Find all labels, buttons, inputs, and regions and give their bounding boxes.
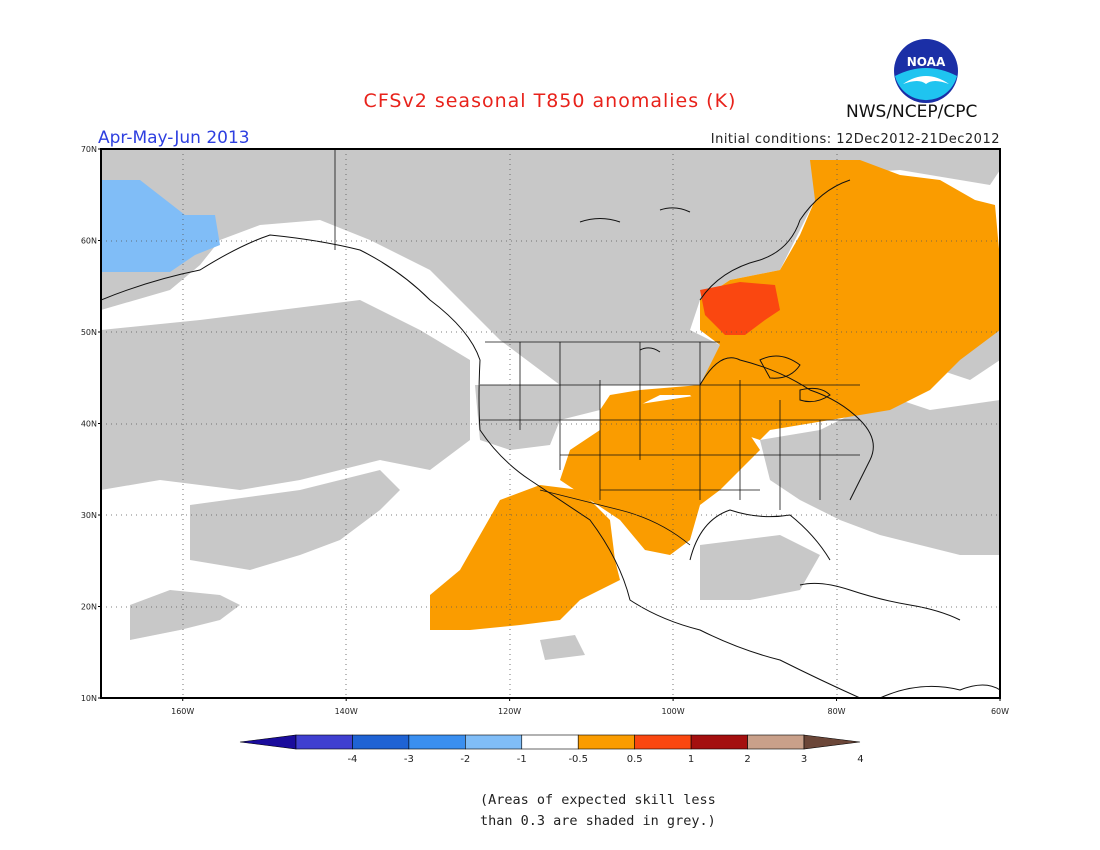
grey-region-caribbean — [700, 535, 820, 600]
grey-region-north-pacific — [101, 300, 470, 490]
colorbar-label: -1 — [517, 754, 527, 765]
colorbar-swatch — [577, 734, 635, 750]
season-label: Apr-May-Jun 2013 — [98, 128, 250, 148]
lat-tick-label: 10N — [81, 694, 97, 703]
red-anomaly-hudson — [700, 282, 780, 335]
lon-tick-label: 100W — [661, 707, 684, 716]
agency-label: NWS/NCEP/CPC — [846, 102, 978, 122]
colorbar-swatch — [521, 734, 579, 750]
svg-text:NOAA: NOAA — [907, 55, 946, 69]
lat-tick-label: 60N — [81, 237, 97, 246]
colorbar-label: -0.5 — [568, 754, 588, 765]
grey-region-west-us — [475, 385, 600, 450]
lat-tick-label: 70N — [81, 145, 97, 154]
colorbar-swatch — [747, 734, 805, 750]
grey-region-hawaii — [130, 590, 240, 640]
political-borders — [334, 149, 860, 546]
colorbar: -4 -3 -2 -1 -0.5 0.5 1 2 3 4 — [239, 734, 864, 765]
noaa-logo: NOAA — [894, 39, 958, 103]
lon-tick-label: 80W — [827, 707, 845, 716]
chart-title: CFSv2 seasonal T850 anomalies (K) — [363, 90, 737, 112]
colorbar-label: 2 — [744, 754, 750, 765]
colorbar-swatch — [465, 734, 523, 750]
lat-tick-label: 50N — [81, 328, 97, 337]
blue-anomaly-alaska — [101, 180, 220, 272]
latitude-ticks: 70N 60N 50N 40N 30N 20N 10N — [81, 145, 101, 703]
colorbar-label: -4 — [347, 754, 357, 765]
skill-note: (Areas of expected skill less than 0.3 a… — [440, 790, 760, 832]
colorbar-swatch — [690, 734, 748, 750]
lat-tick-label: 20N — [81, 603, 97, 612]
colorbar-label: 0.5 — [627, 754, 643, 765]
coastlines — [101, 179, 1000, 698]
colorbar-swatch — [634, 734, 692, 750]
lon-tick-label: 160W — [171, 707, 194, 716]
lat-tick-label: 40N — [81, 420, 97, 429]
colorbar-label: 3 — [801, 754, 807, 765]
colorbar-label: -2 — [460, 754, 470, 765]
colorbar-swatch — [408, 734, 466, 750]
longitude-ticks: 160W 140W 120W 100W 80W 60W — [171, 698, 1009, 716]
skill-note-line-1: (Areas of expected skill less — [480, 792, 716, 808]
colorbar-label: 4 — [857, 754, 863, 765]
colorbar-swatch — [352, 734, 410, 750]
orange-anomaly-canada-east — [600, 160, 1000, 440]
colorbar-high-extension — [803, 734, 861, 750]
colorbar-low-extension — [239, 734, 297, 750]
grey-region-subtropical-pacific — [190, 470, 400, 570]
lon-tick-label: 120W — [498, 707, 521, 716]
colorbar-label: -3 — [404, 754, 414, 765]
grey-region-mexico-pacific — [540, 635, 585, 660]
orange-anomaly-mexico-pacific — [430, 485, 620, 630]
lat-tick-label: 30N — [81, 511, 97, 520]
lon-tick-label: 140W — [335, 707, 358, 716]
lakes — [579, 207, 831, 403]
initial-conditions-label: Initial conditions: 12Dec2012-21Dec2012 — [710, 132, 1000, 147]
colorbar-label: 1 — [688, 754, 694, 765]
colorbar-swatch — [295, 734, 353, 750]
orange-anomaly-central-us — [560, 395, 760, 555]
grey-region-arctic — [101, 149, 1000, 385]
map-field — [101, 149, 1000, 660]
lon-tick-label: 60W — [991, 707, 1009, 716]
skill-note-line-2: than 0.3 are shaded in grey.) — [480, 813, 716, 829]
